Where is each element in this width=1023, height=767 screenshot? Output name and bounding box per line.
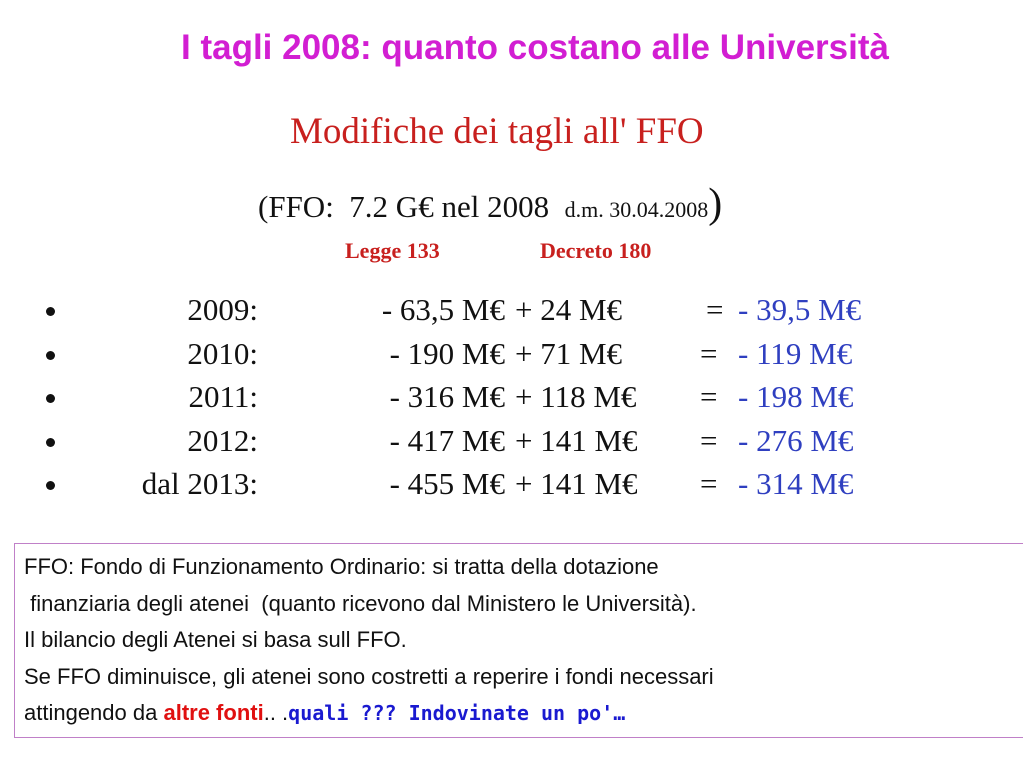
title: I tagli 2008: quanto costano alle Univer… [181, 28, 889, 67]
legge-cut: - 316 M€ [389, 379, 505, 414]
bullet [46, 350, 55, 360]
equals: = [700, 422, 718, 458]
bullet [46, 394, 55, 403]
ffo-main: (FFO: 7.2 G€ nel 2008 [258, 189, 550, 224]
box-line: attingendo da altre fonti.. .quali ??? I… [24, 700, 625, 726]
year: 2011: [188, 379, 258, 414]
year: dal 2013: [141, 466, 258, 501]
column-header: Decreto 180 [540, 238, 652, 263]
year: 2010: [187, 335, 258, 371]
bullet [46, 437, 55, 447]
legge-cut: - 455 M€ [389, 466, 505, 501]
ffo-decree: d.m. 30.04.2008 [564, 197, 709, 222]
equals: = [700, 335, 718, 371]
decreto-add: + 24 M€ [515, 292, 623, 327]
bullet [46, 307, 55, 316]
column-header: Legge 133 [345, 238, 440, 263]
decreto-add: + 141 M€ [515, 466, 638, 501]
decreto-add: + 141 M€ [515, 422, 638, 458]
ffo-note: (FFO: 7.2 G€ nel 2008 d.m. 30.04.2008) [258, 180, 722, 228]
legge-cut: - 190 M€ [389, 335, 505, 371]
legge-cut: - 417 M€ [389, 422, 505, 458]
decreto-add: + 118 M€ [515, 379, 637, 414]
question: quali ??? Indovinate un po'… [288, 701, 626, 725]
box-line: FFO: Fondo di Funzionamento Ordinario: s… [24, 554, 659, 579]
total: - 314 M€ [738, 466, 854, 501]
equals: = [706, 292, 724, 327]
total: - 39,5 M€ [738, 292, 862, 327]
decreto-add: + 71 M€ [515, 335, 623, 371]
legge-cut: - 63,5 M€ [381, 292, 505, 327]
info-box [14, 543, 1023, 738]
ffo-close: ) [708, 181, 723, 227]
equals: = [700, 379, 718, 414]
text: attingendo da [24, 700, 164, 725]
box-line: Se FFO diminuisce, gli atenei sono costr… [24, 663, 714, 689]
equals: = [700, 466, 718, 501]
text: .. . [263, 700, 289, 725]
year: 2009: [187, 292, 258, 327]
total: - 119 M€ [738, 335, 853, 371]
highlight: altre fonti [163, 700, 264, 725]
box-line: Il bilancio degli Atenei si basa sull FF… [24, 627, 407, 652]
box-line: finanziaria degli atenei (quanto ricevon… [24, 590, 697, 616]
subtitle: Modifiche dei tagli all' FFO [290, 111, 704, 152]
total: - 198 M€ [738, 379, 854, 414]
bullet [46, 481, 55, 490]
total: - 276 M€ [738, 422, 854, 458]
year: 2012: [187, 422, 258, 458]
